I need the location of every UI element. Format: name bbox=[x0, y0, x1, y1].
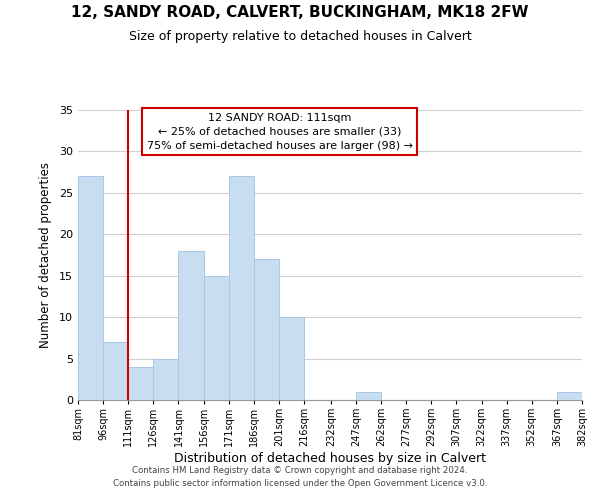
Text: Distribution of detached houses by size in Calvert: Distribution of detached houses by size … bbox=[174, 452, 486, 465]
Text: Size of property relative to detached houses in Calvert: Size of property relative to detached ho… bbox=[128, 30, 472, 43]
Bar bbox=[279, 317, 304, 400]
Bar bbox=[356, 392, 381, 400]
Text: Contains HM Land Registry data © Crown copyright and database right 2024.
Contai: Contains HM Land Registry data © Crown c… bbox=[113, 466, 487, 487]
Bar bbox=[103, 342, 128, 400]
Y-axis label: Number of detached properties: Number of detached properties bbox=[39, 162, 52, 348]
Bar bbox=[254, 259, 279, 400]
Bar bbox=[557, 392, 582, 400]
Bar bbox=[178, 251, 203, 400]
Text: 12, SANDY ROAD, CALVERT, BUCKINGHAM, MK18 2FW: 12, SANDY ROAD, CALVERT, BUCKINGHAM, MK1… bbox=[71, 5, 529, 20]
Bar bbox=[229, 176, 254, 400]
Bar bbox=[128, 367, 154, 400]
Bar bbox=[154, 358, 178, 400]
Bar bbox=[203, 276, 229, 400]
Bar bbox=[78, 176, 103, 400]
Text: 12 SANDY ROAD: 111sqm
← 25% of detached houses are smaller (33)
75% of semi-deta: 12 SANDY ROAD: 111sqm ← 25% of detached … bbox=[146, 113, 413, 151]
